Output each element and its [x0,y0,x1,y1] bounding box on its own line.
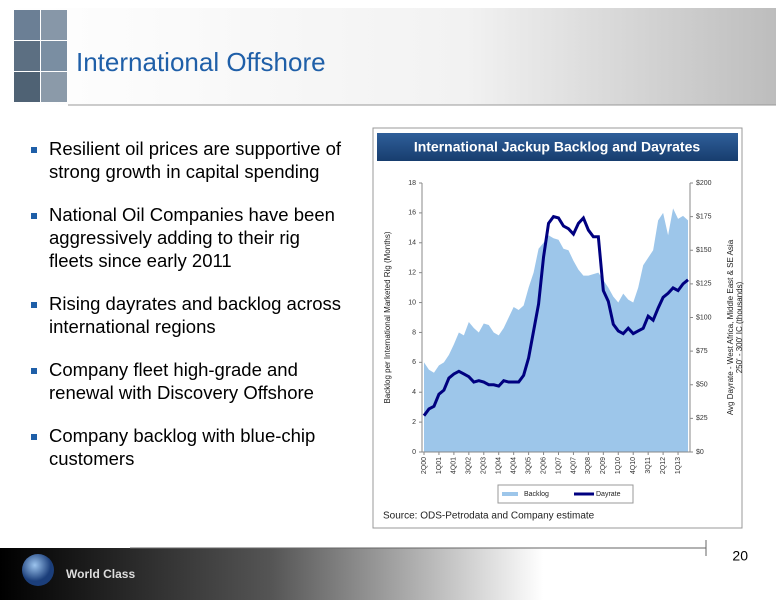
bullet-text: strong growth in capital spending [49,161,319,182]
dayrate-line [422,214,689,417]
header-photos [14,10,67,102]
bullet-text: renewal with Discovery Offshore [49,382,314,403]
x-tick-label: 4Q07 [570,457,577,474]
bullet-text: Resilient oil prices are supportive of [49,138,342,159]
bullet-marker [31,368,37,374]
x-tick-label: 1Q07 [555,457,562,474]
backlog-area [424,208,689,452]
y-tick-label: 0 [412,449,416,456]
legend-swatch [502,492,518,496]
x-tick-label: 4Q10 [630,457,637,474]
y-tick-label: 16 [408,210,416,217]
y-tick-label: 18 [408,180,416,187]
y2-tick-label: $0 [696,449,704,456]
legend-label: Dayrate [596,491,621,498]
x-tick-label: 1Q01 [436,457,443,474]
x-tick-label: 4Q04 [511,457,518,474]
globe-icon [22,554,54,586]
bullet-marker [31,213,37,219]
y2-tick-label: $200 [696,180,712,187]
y-tick-label: 10 [408,299,416,306]
chart-source: Source: ODS-Petrodata and Company estima… [383,511,595,522]
chart-title: International Jackup Backlog and Dayrate… [414,139,701,155]
legend-label: Backlog [524,491,549,498]
footer-band [0,548,776,600]
bullet-text: Company fleet high-grade and [49,359,298,380]
x-tick-label: 1Q13 [675,457,682,474]
bullet-text: aggressively adding to their rig [49,227,300,248]
y2-tick-label: $150 [696,247,712,254]
legend-box [497,484,634,504]
y2-tick-label: $175 [696,213,712,220]
slide-title: International Offshore [76,47,326,77]
y-tick-label: 8 [412,329,416,336]
y-tick-label: 14 [408,240,416,247]
bullet-marker [31,434,37,440]
bullet-text: international regions [49,316,216,337]
x-tick-label: 3Q08 [585,457,592,474]
x-tick-label: 2Q12 [660,457,667,474]
x-tick-label: 2Q09 [600,457,607,474]
x-tick-label: 3Q02 [466,457,473,474]
header-band [0,8,776,105]
x-tick-label: 2Q03 [481,457,488,474]
x-tick-label: 2Q06 [540,457,547,474]
bullet-text: customers [49,448,134,469]
chart: 0 2 4 6 8 10 12 14 16 18 $0 $25 $50 $75 $100 $125 $150 $1… [383,180,744,504]
page-number: 20 [732,548,748,564]
footer-tagline: World Class [66,567,135,581]
y2-tick-label: $75 [696,348,708,355]
bullet-list: Resilient oil prices are supportive ofst… [31,138,342,469]
x-tick-label: 3Q05 [525,457,532,474]
y-axis-title: Backlog per International Marketed Rig (… [383,231,392,403]
bullet-text: fleets since early 2011 [49,250,232,271]
y2-tick-label: $50 [696,382,708,389]
y2-tick-label: $100 [696,314,712,321]
x-tick-label: 1Q04 [496,457,503,474]
bullet-text: National Oil Companies have been [49,204,335,225]
y2-axis-title: Avg Dayrate - West Africa, Middle East &… [726,239,735,415]
y-tick-label: 12 [408,270,416,277]
y-tick-label: 4 [412,389,416,396]
x-tick-label: 2Q00 [421,457,428,474]
bullet-marker [31,147,37,153]
y2-axis-title: 250' - 300' IC (thousands) [735,281,744,373]
x-tick-label: 3Q11 [645,457,652,474]
x-tick-label: 1Q10 [615,457,622,474]
chart-title-band [377,133,738,161]
bullet-marker [31,302,37,308]
y2-tick-label: $25 [696,415,708,422]
y-tick-label: 2 [412,419,416,426]
bullet-text: Rising dayrates and backlog across [49,293,341,314]
bullet-text: Company backlog with blue-chip [49,425,315,446]
x-tick-label: 4Q01 [451,457,458,474]
y-tick-label: 6 [412,359,416,366]
y2-tick-label: $125 [696,281,712,288]
